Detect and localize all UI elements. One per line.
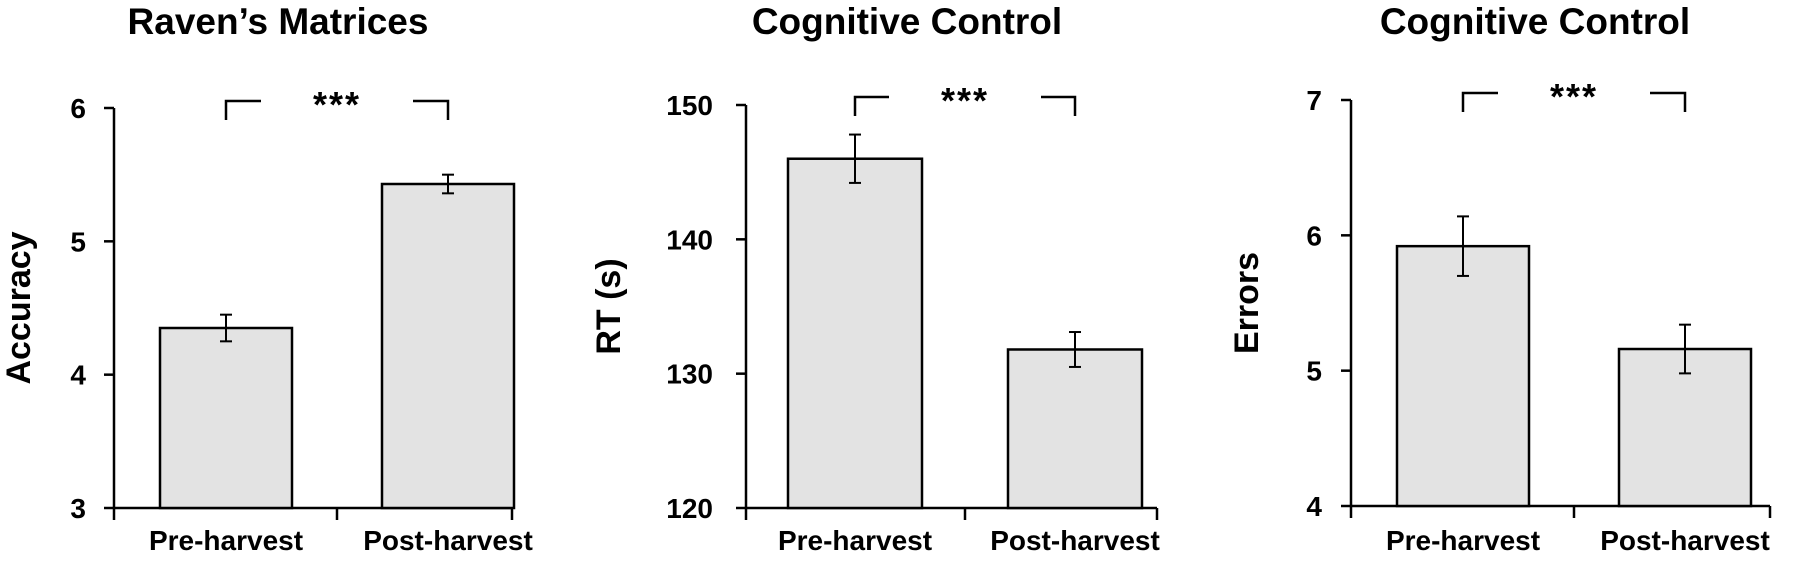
y-axis-label: RT (s) xyxy=(590,258,628,354)
chart-panel-2: Cognitive Control RT (s) 120 130 140 150 Pre-h… xyxy=(590,1,1160,556)
y-tick-label: 6 xyxy=(70,93,86,124)
y-tick-label: 140 xyxy=(666,224,713,255)
significance-bracket-left xyxy=(853,95,889,116)
bar-pre-harvest xyxy=(1395,244,1531,508)
y-tick-label: 4 xyxy=(70,360,86,391)
bar-post-harvest xyxy=(1006,348,1144,510)
y-tick-label: 130 xyxy=(666,359,713,390)
y-tick-label: 3 xyxy=(70,493,86,524)
chart-panel-3: Cognitive Control Errors 4 5 6 7 Pre-harvest Po… xyxy=(1228,1,1772,556)
x-category-label: Pre-harvest xyxy=(778,525,932,556)
y-tick-label: 4 xyxy=(1306,491,1322,522)
chart-title: Cognitive Control xyxy=(752,1,1062,42)
significance-bracket-left xyxy=(1461,91,1498,112)
y-tick-label: 6 xyxy=(1306,220,1322,251)
y-tick-label: 5 xyxy=(1306,356,1322,387)
significance-label: *** xyxy=(313,84,361,125)
y-axis-label: Accuracy xyxy=(0,231,38,384)
bar-pre-harvest xyxy=(786,157,924,510)
bar-pre-harvest xyxy=(158,326,294,510)
chart-title: Cognitive Control xyxy=(1380,1,1690,42)
y-tick-label: 5 xyxy=(70,226,86,257)
y-axis-label: Errors xyxy=(1228,252,1266,354)
x-category-label: Pre-harvest xyxy=(1386,525,1540,556)
chart-title: Raven’s Matrices xyxy=(128,1,429,42)
significance-bracket-right xyxy=(413,99,450,120)
bar-post-harvest xyxy=(380,182,516,510)
x-category-label: Post-harvest xyxy=(1600,525,1770,556)
significance-bracket-right xyxy=(1041,95,1077,116)
significance-label: *** xyxy=(1550,76,1598,117)
x-category-label: Post-harvest xyxy=(990,525,1160,556)
y-tick-label: 150 xyxy=(666,90,713,121)
chart-panel-1: Raven’s Matrices Accuracy 3 4 5 6 Pre-harvest P… xyxy=(0,1,533,556)
x-category-label: Pre-harvest xyxy=(149,525,303,556)
y-tick-label: 120 xyxy=(666,493,713,524)
x-category-label: Post-harvest xyxy=(363,525,533,556)
y-tick-label: 7 xyxy=(1306,85,1322,116)
significance-bracket-left xyxy=(224,99,261,120)
significance-label: *** xyxy=(941,80,989,121)
significance-bracket-right xyxy=(1650,91,1687,112)
